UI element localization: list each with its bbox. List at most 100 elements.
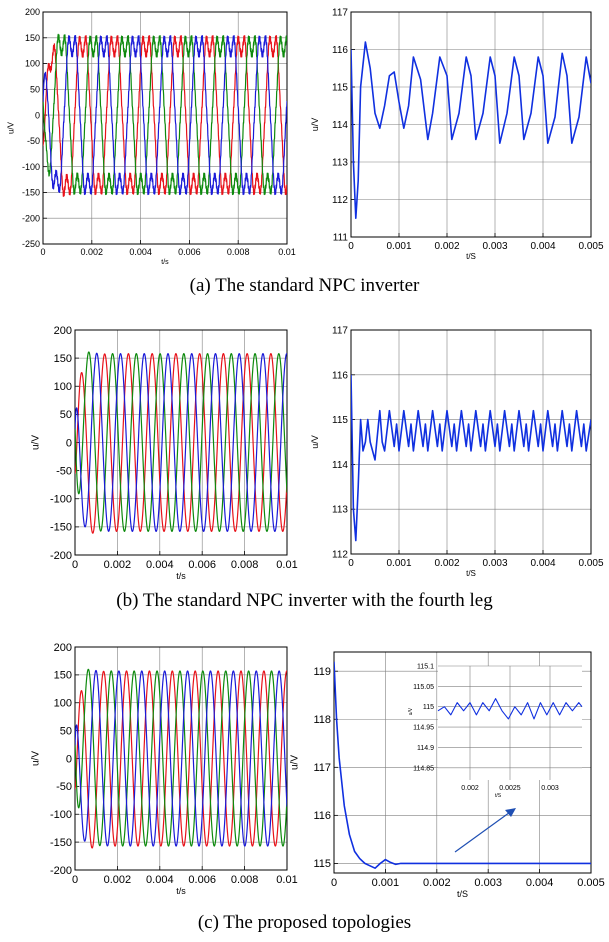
b-left-ytick-label: 200 <box>54 325 72 337</box>
a-right-ytick-label: 117 <box>332 8 348 19</box>
b-left-xtick-label: 0.002 <box>104 559 132 571</box>
c-right-ytick-label: 115 <box>313 858 331 870</box>
b-left-ytick-label: -200 <box>50 550 72 562</box>
b-right-xtick-label: 0.003 <box>482 558 507 569</box>
a-left-ytick-label: 0 <box>35 110 40 120</box>
inset-ytick-label: 115.1 <box>417 664 434 671</box>
a-right-ytick-label: 111 <box>333 233 349 244</box>
chart-b-right: 0 0.001 0.002 0.003 0.004 0.005 112 113 114 115 11… <box>310 326 604 579</box>
inset-xlabel: t/S <box>495 793 502 799</box>
chart-b-left: 0 0.002 0.004 0.006 0.008 0.01 -200 -150 -100 -50… <box>31 325 298 581</box>
a-right-xtick-label: 0.005 <box>578 241 603 252</box>
inset-xtick-label: 0.003 <box>541 785 559 792</box>
a-right-ytick-label: 112 <box>332 195 348 206</box>
a-left-ytick-label: 150 <box>25 33 40 43</box>
a-left-ytick-label: -150 <box>22 188 40 198</box>
caption-a: (a) The standard NPC inverter <box>189 275 420 296</box>
inset-series-1 <box>437 698 583 720</box>
b-right-xtick-label: 0.002 <box>434 558 459 569</box>
b-right-ytick-label: 117 <box>332 326 348 337</box>
c-left-xtick-label: 0.008 <box>231 874 259 886</box>
inset-ytick-label: 114.85 <box>413 765 434 772</box>
a-left-xtick-label: 0.004 <box>129 247 152 257</box>
c-right-xtick-label: 0.002 <box>423 877 451 889</box>
inset-ytick-label: 115.05 <box>413 684 434 691</box>
a-left-ytick-label: -50 <box>27 136 40 146</box>
c-left-series-2 <box>75 668 287 847</box>
a-left-ytick-label: 200 <box>25 7 40 17</box>
b-left-series-2 <box>75 351 287 532</box>
a-left-ytick-label: 50 <box>30 84 40 94</box>
c-left-plot-area <box>75 668 287 849</box>
a-right-ytick-label: 116 <box>332 45 348 56</box>
inset-plot: 115.1 115.05 115 114.95 114.9 114.85 0.002 0.00… <box>408 664 583 799</box>
c-right-xtick-label: 0.001 <box>372 877 400 889</box>
chart-a-left: 0 0.002 0.004 0.006 0.008 0.01 -250 -200 -150 -10… <box>6 7 295 266</box>
a-right-series-1 <box>351 41 591 220</box>
a-left-xtick-label: 0.01 <box>278 247 296 257</box>
b-right-xtick-label: 0.001 <box>386 558 411 569</box>
a-right-xtick-label: 0.001 <box>386 241 411 252</box>
b-right-ylabel: u/V <box>310 435 320 449</box>
inset-ylabel: u/V <box>408 707 414 715</box>
b-left-xtick-label: 0.004 <box>146 559 174 571</box>
a-left-ytick-label: -200 <box>22 213 40 223</box>
b-left-ytick-label: -100 <box>50 494 72 506</box>
b-right-xtick-label: 0.004 <box>530 558 555 569</box>
c-right-xtick-label: 0 <box>331 877 337 889</box>
c-left-series-3 <box>75 669 287 847</box>
b-left-plot-area <box>75 351 287 534</box>
c-left-ytick-label: 200 <box>54 642 72 654</box>
b-left-ylabel: u/V <box>31 435 42 450</box>
a-right-xtick-label: 0.004 <box>530 241 555 252</box>
b-right-ytick-label: 113 <box>332 505 348 516</box>
a-left-plot-area <box>43 33 287 197</box>
a-left-ylabel: u/V <box>6 121 15 134</box>
c-right-frame <box>333 651 592 874</box>
b-left-xtick-label: 0 <box>72 559 78 571</box>
c-left-ylabel: u/V <box>31 751 42 766</box>
c-right-ylabel: u/V <box>290 755 301 770</box>
a-right-plot-area <box>351 41 591 220</box>
b-left-series-3 <box>75 352 287 532</box>
c-left-ytick-label: 0 <box>66 753 72 765</box>
b-right-ytick-label: 115 <box>332 415 348 426</box>
b-right-ytick-label: 116 <box>332 370 348 381</box>
a-right-xtick-label: 0.002 <box>434 241 459 252</box>
c-right-series-1 <box>334 661 591 869</box>
inset-xtick-label: 0.0025 <box>499 785 521 792</box>
c-left-ytick-label: 50 <box>60 725 72 737</box>
a-right-xtick-label: 0.003 <box>482 241 507 252</box>
c-right-ytick-label: 119 <box>313 666 331 678</box>
b-right-xtick-label: 0.005 <box>578 558 603 569</box>
b-left-series-1 <box>75 353 287 534</box>
inset-xtick-label: 0.002 <box>461 785 479 792</box>
c-left-xtick-label: 0.01 <box>276 874 297 886</box>
c-right-xtick-label: 0.004 <box>526 877 554 889</box>
b-right-xlabel: t/S <box>466 569 476 578</box>
a-left-ytick-label: -250 <box>22 239 40 249</box>
a-right-ylabel: u/V <box>310 118 320 132</box>
a-left-series-3 <box>43 34 287 196</box>
c-left-xtick-label: 0 <box>72 874 78 886</box>
b-right-ytick-label: 112 <box>332 550 348 561</box>
c-right-ytick-label: 116 <box>313 810 331 822</box>
c-left-ytick-label: 150 <box>54 670 72 682</box>
b-right-frame <box>350 329 592 555</box>
a-left-xlabel: t/s <box>161 259 169 266</box>
a-right-ytick-label: 113 <box>332 158 348 169</box>
b-right-series-1 <box>351 374 591 542</box>
inset-ytick-label: 114.9 <box>417 745 434 752</box>
b-left-ytick-label: 0 <box>66 437 72 449</box>
b-right-xtick-label: 0 <box>348 558 354 569</box>
b-left-ytick-label: -150 <box>50 522 72 534</box>
c-left-ytick-label: -50 <box>56 781 72 793</box>
c-left-ytick-label: -100 <box>50 809 72 821</box>
chart-a-right: 0 0.001 0.002 0.003 0.004 0.005 111 112 113 114 11… <box>310 8 604 262</box>
a-left-xtick-label: 0 <box>40 247 45 257</box>
a-right-ytick-label: 114 <box>332 120 348 131</box>
c-left-xlabel: t/s <box>176 886 186 896</box>
b-left-xtick-label: 0.006 <box>188 559 216 571</box>
c-right-xtick-label: 0.003 <box>474 877 502 889</box>
